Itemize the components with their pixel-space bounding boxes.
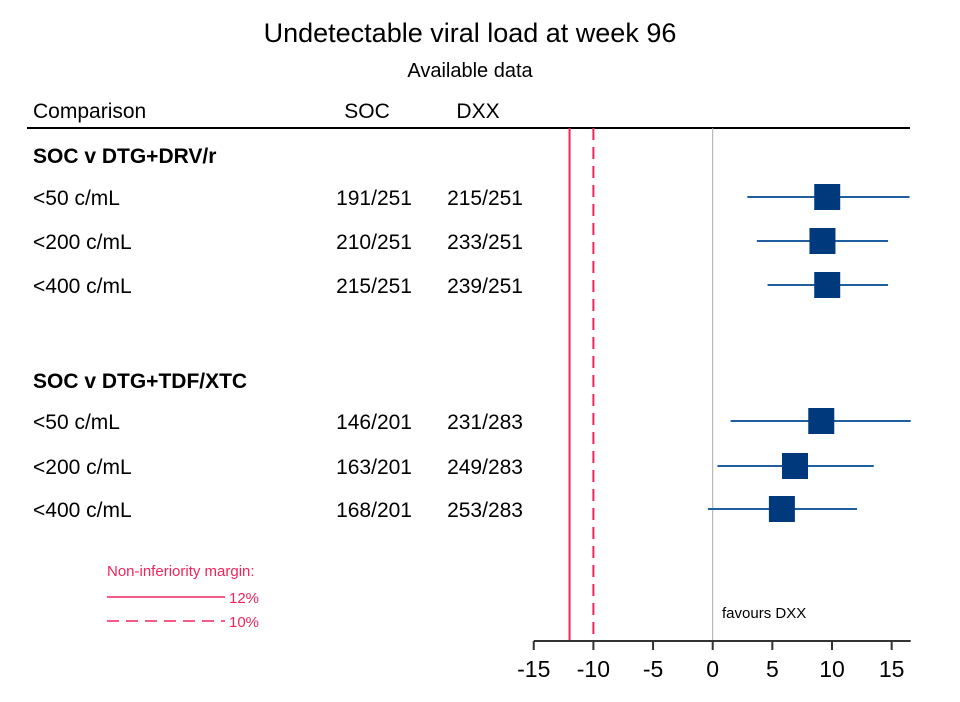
point-estimate <box>782 453 809 479</box>
row-label: <200 c/mL <box>33 456 132 479</box>
dxx-count: 233/251 <box>447 231 523 254</box>
group-label: SOC v DTG+DRV/r <box>33 145 216 168</box>
point-estimate <box>768 496 795 522</box>
header-dxx: DXX <box>456 100 499 123</box>
point-estimate <box>814 272 841 298</box>
group-label: SOC v DTG+TDF/XTC <box>33 370 247 393</box>
x-tick-label: 5 <box>766 656 779 682</box>
row-label: <400 c/mL <box>33 275 132 298</box>
soc-count: 191/251 <box>336 187 412 210</box>
x-tick-label: 0 <box>706 656 719 682</box>
point-estimate <box>814 184 841 210</box>
row-label: <400 c/mL <box>33 499 132 522</box>
annotation-favours: favours DXX <box>722 605 806 622</box>
row-label: <50 c/mL <box>33 187 120 210</box>
chart-subtitle: Available data <box>407 60 533 82</box>
header-comparison: Comparison <box>33 100 146 123</box>
header-soc: SOC <box>344 100 390 123</box>
row-label: <200 c/mL <box>33 231 132 254</box>
point-estimate <box>808 408 835 434</box>
row-label: <50 c/mL <box>33 411 120 434</box>
soc-count: 168/201 <box>336 499 412 522</box>
point-estimate <box>809 228 836 254</box>
dxx-count: 239/251 <box>447 275 523 298</box>
soc-count: 215/251 <box>336 275 412 298</box>
legend-label: 12% <box>229 590 259 607</box>
x-tick-label: -15 <box>517 656 550 682</box>
x-tick-label: 10 <box>819 656 845 682</box>
x-tick-label: -5 <box>643 656 663 682</box>
dxx-count: 249/283 <box>447 456 523 479</box>
x-tick-label: 15 <box>879 656 905 682</box>
legend-title: Non-inferiority margin: <box>107 563 255 580</box>
dxx-count: 215/251 <box>447 187 523 210</box>
chart-title: Undetectable viral load at week 96 <box>264 18 677 48</box>
x-tick-label: -10 <box>577 656 610 682</box>
legend-label: 10% <box>229 614 259 631</box>
dxx-count: 253/283 <box>447 499 523 522</box>
soc-count: 210/251 <box>336 231 412 254</box>
dxx-count: 231/283 <box>447 411 523 434</box>
soc-count: 146/201 <box>336 411 412 434</box>
soc-count: 163/201 <box>336 456 412 479</box>
